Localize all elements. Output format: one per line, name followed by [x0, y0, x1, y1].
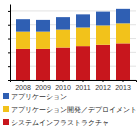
y-tick [8, 80, 10, 81]
bar [56, 17, 70, 29]
x-tick-label: 2010 [55, 84, 71, 91]
x-tick-mark [123, 80, 124, 82]
y-tick [8, 39, 10, 40]
bar [96, 12, 110, 26]
bar [36, 49, 50, 80]
bar [16, 32, 30, 49]
x-tick: 2010 [55, 80, 71, 91]
x-tick-label: 2011 [75, 84, 90, 91]
legend-label: アプリケーション [11, 93, 67, 101]
bar [16, 19, 30, 31]
y-tick-mark [8, 25, 10, 26]
x-tick-mark [83, 80, 84, 82]
x-tick: 2008 [15, 80, 31, 91]
bar-series [16, 43, 130, 80]
x-tick-mark [23, 80, 24, 82]
y-tick-mark [8, 80, 10, 81]
x-tick: 2011 [75, 80, 90, 91]
bar [16, 49, 30, 80]
bar [56, 30, 70, 48]
bar [116, 43, 130, 80]
legend-swatch [3, 93, 9, 99]
bar-series [16, 23, 130, 49]
bar [116, 9, 130, 24]
chart: 200820092010201120122013アプリケーションアプリケーション… [0, 0, 140, 140]
y-tick [8, 11, 10, 12]
y-tick-mark [8, 52, 10, 53]
bar [76, 14, 90, 27]
y-axis-line [10, 5, 11, 81]
bars [16, 9, 130, 80]
x-tick-label: 2009 [35, 84, 51, 91]
y-tick [8, 52, 10, 53]
x-tick-mark [43, 80, 44, 82]
legend-swatch [3, 119, 9, 125]
legend: アプリケーションアプリケーション開発／デプロイメントシステムインフラストラクチャ [3, 93, 137, 127]
bar [76, 46, 90, 80]
y-axis [8, 5, 11, 81]
bar-series [16, 9, 130, 32]
y-tick-mark [8, 66, 10, 67]
y-tick-mark [8, 39, 10, 40]
legend-item: アプリケーション開発／デプロイメント [3, 106, 137, 114]
legend-label: アプリケーション開発／デプロイメント [11, 106, 137, 114]
x-tick-mark [63, 80, 64, 82]
bar [76, 27, 90, 46]
y-tick-mark [8, 11, 10, 12]
x-tick: 2009 [35, 80, 51, 91]
bar [56, 48, 70, 80]
legend-item: システムインフラストラクチャ [3, 119, 109, 127]
x-tick-mark [103, 80, 104, 82]
bar [96, 25, 110, 44]
x-tick: 2013 [115, 80, 131, 91]
legend-item: アプリケーション [3, 93, 67, 101]
x-tick-label: 2008 [15, 84, 31, 91]
legend-label: システムインフラストラクチャ [11, 119, 109, 127]
y-tick [8, 25, 10, 26]
bar [36, 32, 50, 49]
legend-swatch [3, 106, 9, 112]
bar [96, 45, 110, 80]
y-tick [8, 66, 10, 67]
x-tick-label: 2012 [95, 84, 111, 91]
x-tick-label: 2013 [115, 84, 131, 91]
bar [36, 20, 50, 32]
x-axis-line [11, 81, 137, 83]
x-tick: 2012 [95, 80, 111, 91]
x-axis: 2008 2009 2010 2011 2012 2013 [11, 80, 137, 91]
bar [116, 23, 130, 43]
